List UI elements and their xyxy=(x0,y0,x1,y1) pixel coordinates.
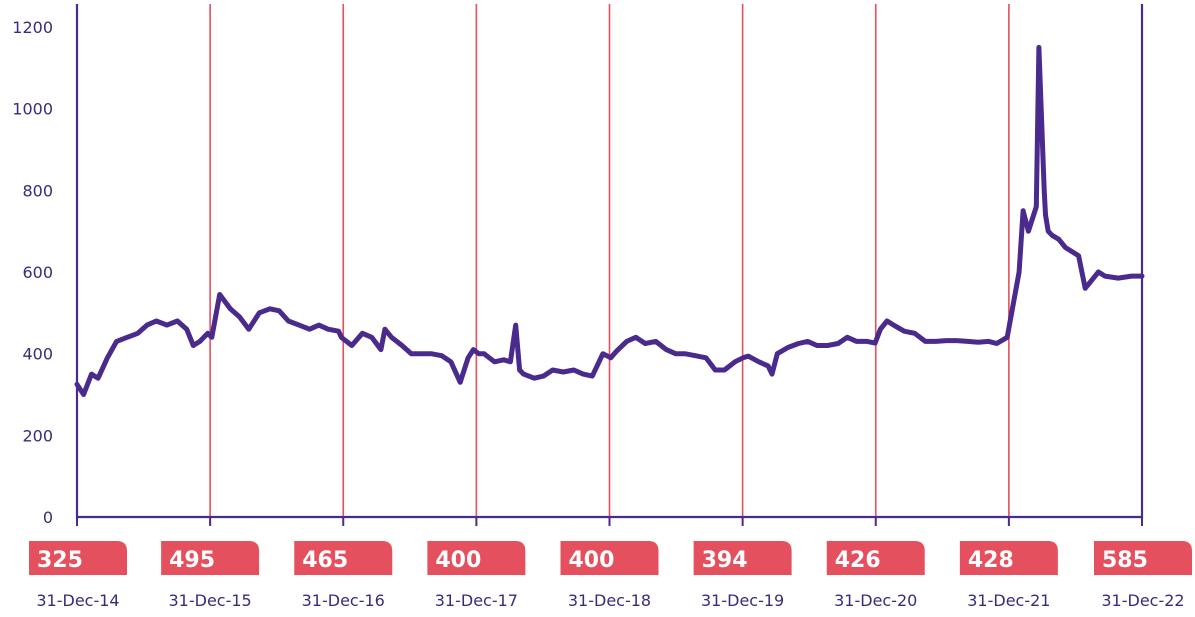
year-value-badge: 325 xyxy=(29,541,127,575)
year-value-badge: 400 xyxy=(427,541,526,575)
date-label: 31-Dec-17 xyxy=(435,591,518,610)
date-labels: 31-Dec-14 31-Dec-15 31-Dec-16 31-Dec-17 31-D… xyxy=(36,591,1184,610)
badge-value: 426 xyxy=(835,548,881,573)
badge-value: 465 xyxy=(302,548,348,573)
year-value-badge: 426 xyxy=(826,541,925,575)
y-tick-label: 1000 xyxy=(12,100,53,119)
year-value-badge: 428 xyxy=(959,541,1058,575)
y-axis-ticks: 0 200 400 600 800 1000 1200 xyxy=(12,18,53,527)
badge-value: 394 xyxy=(702,548,748,573)
price-series-line xyxy=(74,44,1145,397)
badge-value: 325 xyxy=(37,548,83,573)
badge-shape xyxy=(560,541,659,575)
date-label: 31-Dec-22 xyxy=(1101,591,1184,610)
date-label: 31-Dec-20 xyxy=(834,591,917,610)
date-label: 31-Dec-19 xyxy=(701,591,784,610)
badge-shape xyxy=(693,541,792,575)
year-badges: 325 495 465 400 400 394 426 428 585 xyxy=(29,541,1192,575)
badge-value: 585 xyxy=(1102,548,1148,573)
year-value-badge: 394 xyxy=(693,541,792,575)
badge-value: 428 xyxy=(968,548,1014,573)
badge-value: 400 xyxy=(569,548,615,573)
y-tick-label: 600 xyxy=(22,263,53,282)
date-label: 31-Dec-18 xyxy=(568,591,651,610)
axes xyxy=(75,4,1144,526)
year-lines xyxy=(209,4,1010,517)
y-tick-label: 800 xyxy=(22,181,53,200)
badge-shape xyxy=(161,541,260,575)
badge-shape xyxy=(826,541,925,575)
y-tick-label: 200 xyxy=(22,426,53,445)
series-layer xyxy=(74,44,1145,397)
badge-shape xyxy=(1094,541,1192,575)
date-label: 31-Dec-14 xyxy=(36,591,119,610)
y-tick-label: 400 xyxy=(22,345,53,364)
y-tick-label: 1200 xyxy=(12,18,53,37)
year-value-badge: 585 xyxy=(1094,541,1192,575)
badge-shape xyxy=(294,541,393,575)
date-label: 31-Dec-16 xyxy=(302,591,385,610)
badge-shape xyxy=(959,541,1058,575)
badge-shape xyxy=(427,541,526,575)
badge-value: 495 xyxy=(169,548,215,573)
badge-value: 400 xyxy=(435,548,481,573)
year-value-badge: 400 xyxy=(560,541,659,575)
year-value-badge: 495 xyxy=(161,541,260,575)
date-label: 31-Dec-15 xyxy=(169,591,252,610)
badge-shape xyxy=(29,541,127,575)
date-label: 31-Dec-21 xyxy=(967,591,1050,610)
year-value-badge: 465 xyxy=(294,541,393,575)
y-tick-label: 0 xyxy=(43,508,53,527)
